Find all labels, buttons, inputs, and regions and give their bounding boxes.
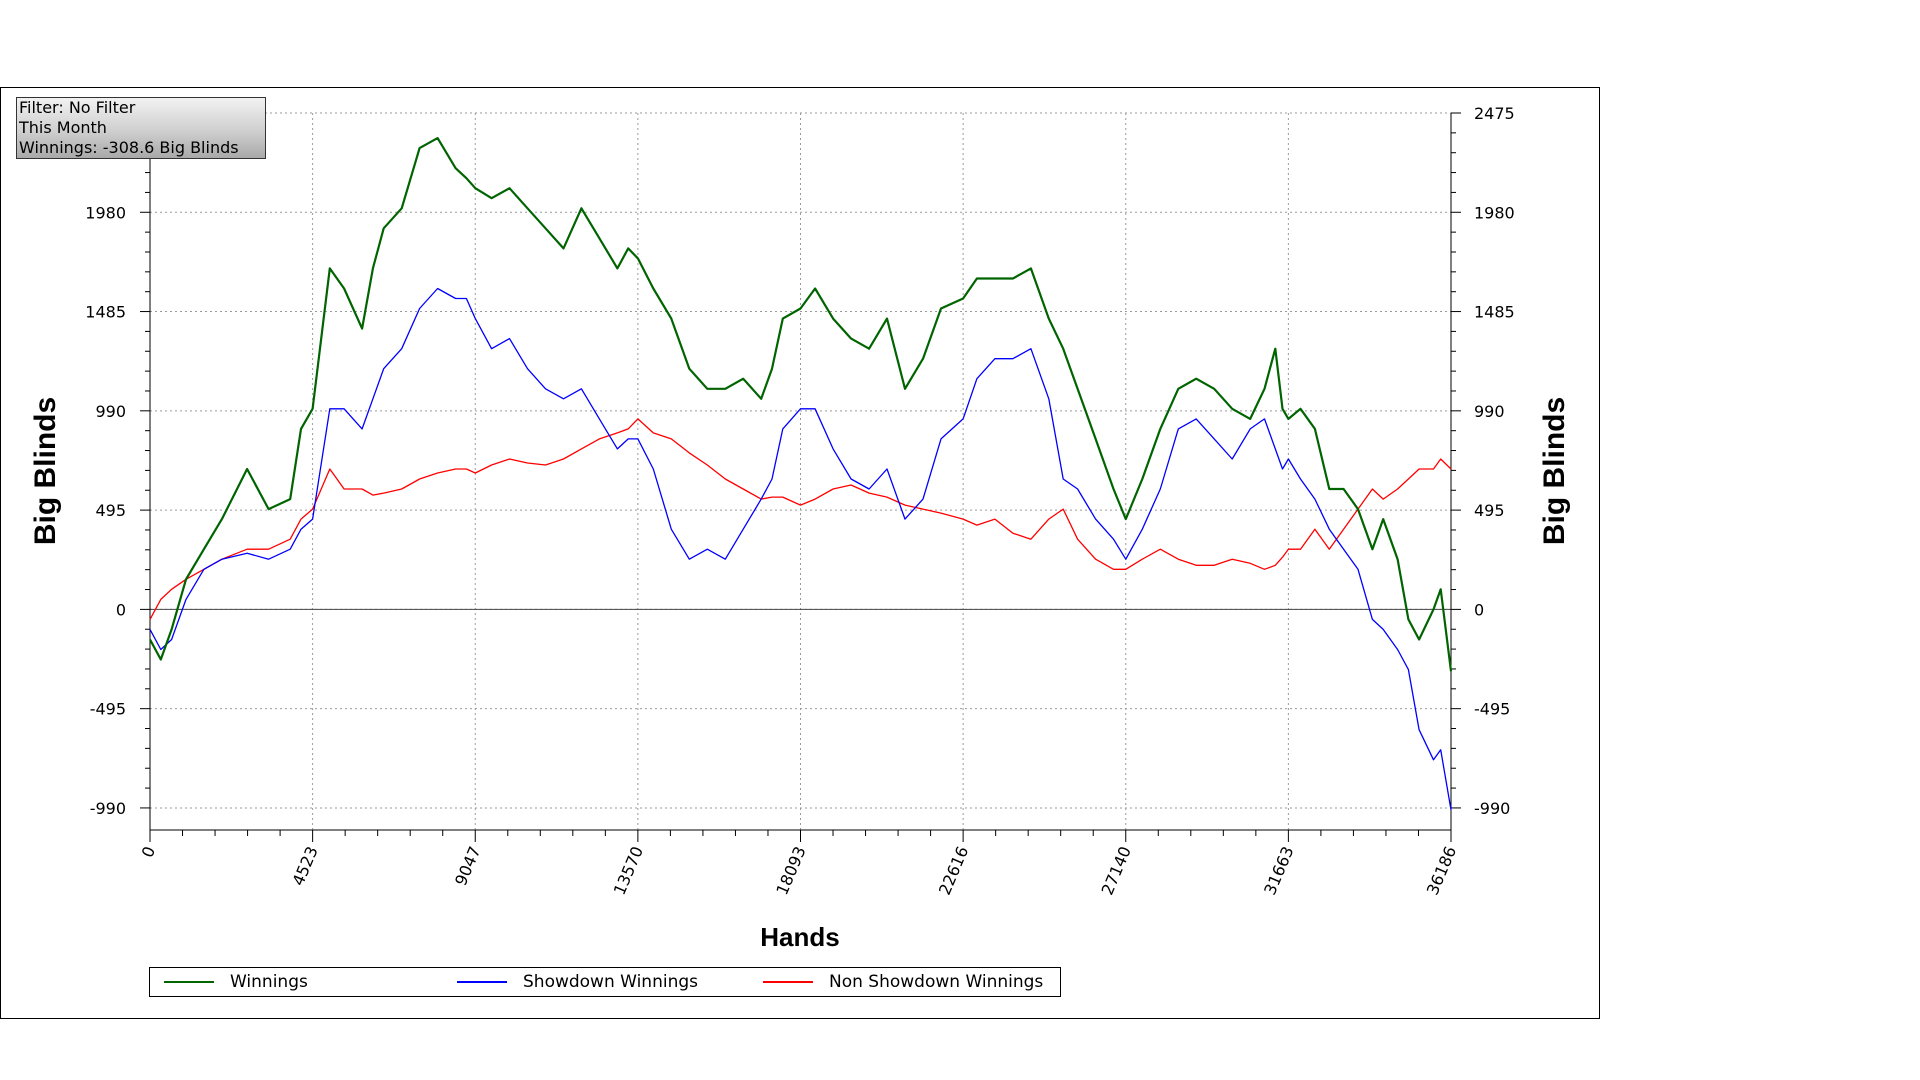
y-tick-label-right: 495	[1474, 501, 1505, 520]
y-axis-title-left: Big Blinds	[29, 396, 63, 545]
y-tick-label-right: 1485	[1474, 303, 1515, 322]
legend-swatch-non-showdown	[763, 981, 813, 983]
y-tick-label-left: -990	[90, 799, 126, 818]
legend: Winnings Showdown Winnings Non Showdown …	[149, 967, 1061, 997]
x-axis-title: Hands	[760, 922, 840, 952]
x-tick-label: 31663	[1260, 843, 1297, 897]
chart-frame: -990 -990 -495 -495 0 0 495 495 990 990 1485 1485 19…	[0, 87, 1600, 1019]
y-tick-label-left: 495	[95, 501, 126, 520]
x-tick-label: 18093	[772, 843, 809, 897]
y-tick-label-right: 2475	[1474, 104, 1515, 123]
x-tick-label: 22616	[935, 843, 972, 897]
legend-label-non-showdown: Non Showdown Winnings	[829, 972, 1044, 992]
x-tick-label: 9047	[451, 843, 484, 888]
x-tick-label: 27140	[1098, 843, 1135, 897]
legend-item-non-showdown: Non Showdown Winnings	[763, 968, 1043, 996]
y-tick-label-left: -495	[90, 700, 126, 719]
y-tick-label-right: 0	[1474, 600, 1484, 619]
legend-label-winnings: Winnings	[230, 972, 308, 992]
x-tick-label: 36186	[1423, 843, 1460, 897]
filter-info-box: Filter: No Filter This Month Winnings: -…	[16, 97, 266, 159]
chart-plot: -990 -990 -495 -495 0 0 495 495 990 990 1485 1485 19…	[85, 104, 1515, 898]
series-line-non-showdown	[149, 418, 1452, 620]
series-line-winnings	[149, 136, 1453, 672]
x-tick-label: 0	[138, 843, 159, 860]
y-axis-title-right: Big Blinds	[1538, 396, 1572, 545]
y-tick-label-left: 1485	[85, 303, 126, 322]
legend-swatch-showdown	[457, 981, 507, 983]
y-tick-label-left: 0	[116, 600, 126, 619]
y-tick-label-left: 990	[95, 402, 126, 421]
period-label: This Month	[19, 118, 107, 137]
x-tick-label: 13570	[610, 843, 647, 897]
legend-swatch-winnings	[164, 981, 214, 983]
legend-item-winnings: Winnings	[164, 968, 308, 996]
winnings-summary: Winnings: -308.6 Big Blinds	[19, 138, 239, 157]
series-line-showdown	[149, 287, 1452, 811]
y-tick-label-right: -990	[1474, 799, 1510, 818]
y-tick-label-left: 1980	[85, 203, 126, 222]
y-tick-label-right: 990	[1474, 402, 1505, 421]
y-tick-label-right: 1980	[1474, 203, 1515, 222]
y-tick-label-right: -495	[1474, 700, 1510, 719]
legend-item-showdown: Showdown Winnings	[457, 968, 698, 996]
x-tick-label: 4523	[288, 843, 321, 888]
filter-label: Filter: No Filter	[19, 98, 136, 117]
legend-label-showdown: Showdown Winnings	[523, 972, 698, 992]
